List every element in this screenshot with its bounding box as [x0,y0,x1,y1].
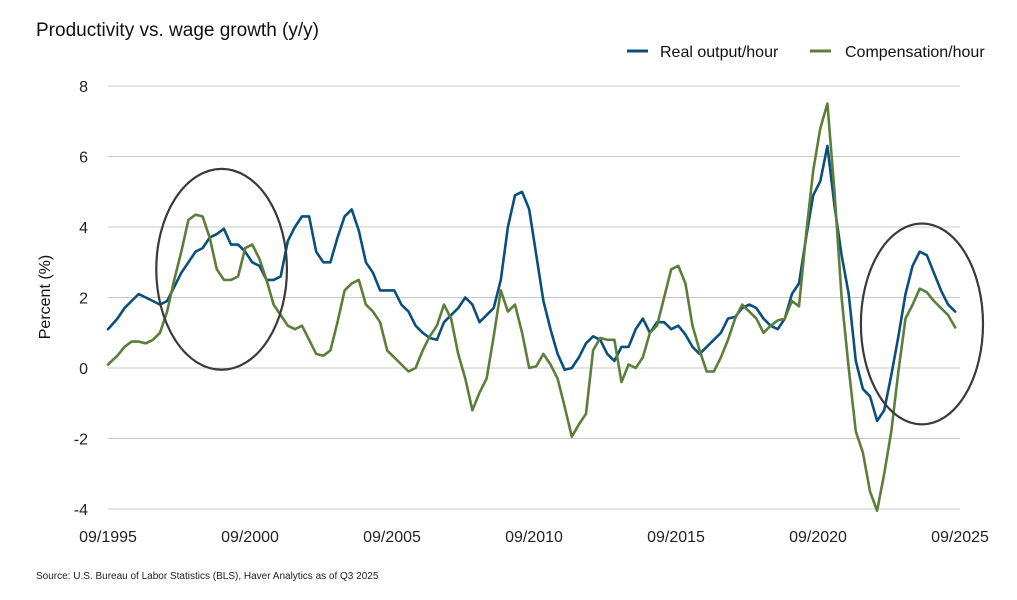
legend: Real output/hour Compensation/hour [627,44,985,61]
y-axis-label: Percent (%) [37,255,54,339]
x-tick-label: 09/2020 [789,529,847,546]
annotation-circles [155,167,985,426]
legend-label-real-output: Real output/hour [660,44,779,61]
y-tick-label: 8 [79,79,88,96]
x-tick-label: 09/2005 [363,529,421,546]
series-lines [106,102,957,513]
x-tick-label: 09/2010 [505,529,563,546]
source-note: Source: U.S. Bureau of Labor Statistics … [36,571,379,582]
x-axis: 09/1995 09/2000 09/2005 09/2010 09/2015 09/20… [79,529,989,546]
series-line-real-output [106,144,957,423]
y-tick-label: -4 [74,502,88,519]
y-tick-label: 2 [79,291,88,308]
annotation-ellipse [859,222,985,426]
annotation-ellipse [155,167,289,371]
y-tick-label: 4 [79,220,88,237]
y-tick-label: -2 [74,432,88,449]
series-line-compensation [106,102,957,513]
y-tick-label: 6 [79,150,88,167]
chart-title: Productivity vs. wage growth (y/y) [36,20,319,41]
x-tick-label: 09/2000 [221,529,279,546]
x-tick-label: 09/2025 [931,529,989,546]
x-tick-label: 09/2015 [647,529,705,546]
legend-label-compensation: Compensation/hour [845,44,985,61]
y-axis: -4 -2 0 2 4 6 8 [74,79,88,519]
y-tick-label: 0 [79,361,88,378]
x-tick-label: 09/1995 [79,529,137,546]
